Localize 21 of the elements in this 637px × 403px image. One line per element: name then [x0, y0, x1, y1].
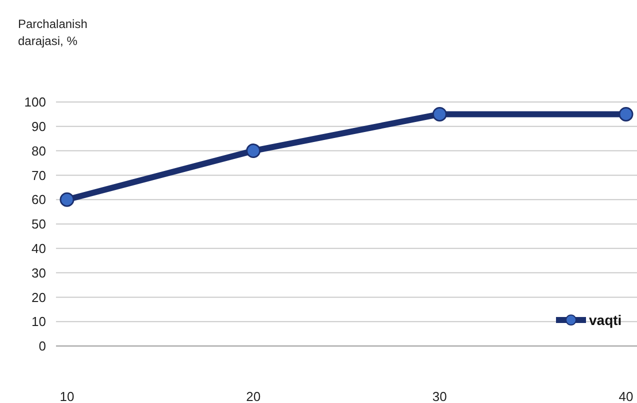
- y-axis-title: Parchalanish darajasi, %: [18, 17, 88, 48]
- y-tick-label: 0: [38, 338, 46, 354]
- y-tick-label: 20: [32, 290, 46, 305]
- x-tick-label: 10: [60, 389, 74, 403]
- point: [618, 106, 634, 122]
- y-tick-label: 100: [24, 94, 46, 110]
- y-tick-label: 60: [32, 192, 46, 208]
- y-tick-label: 30: [32, 265, 46, 280]
- legend-label: vaqti: [589, 312, 622, 328]
- y-tick-label: 10: [32, 314, 46, 330]
- x-tick-label: 20: [246, 389, 261, 403]
- y-tick-label: 70: [32, 168, 46, 183]
- x-tick-label: 40: [618, 389, 634, 403]
- y-tick-label: 90: [32, 118, 46, 134]
- y-tick-label: 40: [32, 240, 46, 256]
- y-tick-label: 80: [32, 143, 46, 158]
- point: [60, 192, 74, 207]
- point: [246, 144, 261, 158]
- x-tick-label: 30: [432, 389, 447, 403]
- point: [432, 106, 447, 122]
- y-tick-label: 50: [32, 216, 46, 232]
